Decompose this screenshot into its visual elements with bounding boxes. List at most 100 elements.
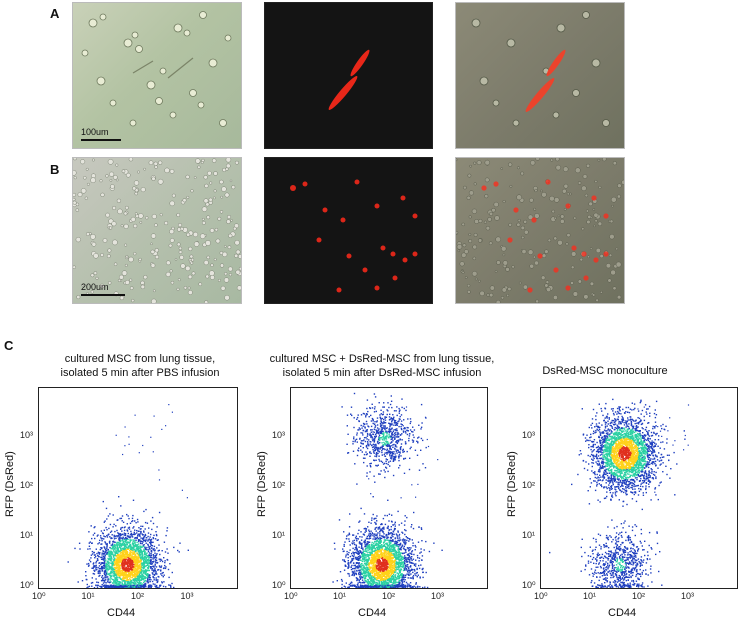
scatter-point: [132, 550, 134, 552]
scatter-point: [148, 547, 151, 549]
scatter-point: [155, 573, 157, 575]
cell: [456, 231, 459, 235]
scatter-point: [111, 585, 113, 588]
scatter-point: [109, 551, 111, 553]
scatter-point: [410, 558, 412, 560]
scatter-point: [149, 559, 151, 562]
scatter-point: [374, 549, 376, 551]
scatter-point: [401, 545, 403, 548]
scatter-point: [104, 571, 106, 573]
scatter-point: [385, 543, 387, 545]
scatter-point: [109, 572, 112, 574]
scatter-point: [93, 562, 95, 564]
scatter-point: [382, 580, 384, 582]
scatter-point: [398, 535, 400, 537]
cell: [207, 170, 212, 176]
scatter-point: [352, 568, 354, 570]
scatter-point: [161, 550, 163, 552]
scatter-point: [393, 564, 396, 566]
scatter-point: [358, 559, 360, 561]
flow-plot-1-points: [67, 404, 189, 588]
scatter-point: [154, 555, 157, 558]
fluorescent-cell: [507, 237, 513, 243]
scatter-point: [125, 554, 127, 556]
scatter-point: [118, 584, 120, 587]
scatter-point: [110, 556, 113, 558]
scatter-point: [409, 560, 411, 562]
cell: [227, 266, 233, 272]
scatter-point: [155, 554, 158, 556]
scatter-point: [390, 577, 392, 580]
scatter-point: [101, 540, 103, 542]
scatter-point: [134, 560, 137, 562]
scatter-point: [157, 579, 159, 581]
scatter-point: [108, 541, 111, 543]
scatter-point: [363, 513, 366, 515]
scatter-point: [131, 533, 133, 536]
cell: [551, 209, 555, 214]
scatter-point: [123, 554, 125, 556]
scatter-point: [144, 535, 146, 537]
scatter-point: [130, 546, 133, 548]
scatter-point: [154, 563, 156, 565]
scatter-point: [394, 582, 396, 584]
scatter-point: [367, 551, 369, 553]
scatter-point: [366, 560, 368, 562]
scatter-point: [95, 566, 98, 568]
scatter-point: [89, 548, 91, 550]
scatter-point: [379, 579, 382, 581]
scatter-point: [102, 558, 105, 560]
scatter-point: [93, 570, 96, 572]
scatter-point: [390, 554, 392, 556]
scatter-point: [392, 554, 394, 556]
scatter-point: [130, 544, 132, 546]
scatter-point: [146, 537, 148, 539]
scatter-point: [125, 561, 127, 563]
scatter-point: [122, 577, 124, 579]
scatter-point: [128, 559, 130, 561]
scatter-point: [389, 577, 391, 580]
cell: [589, 247, 593, 250]
scatter-point: [105, 572, 107, 575]
scatter-point: [149, 574, 151, 576]
scatter-point: [377, 546, 380, 548]
scatter-point: [397, 564, 400, 566]
scatter-point: [395, 545, 397, 547]
cell: [112, 205, 117, 211]
scatter-point: [114, 535, 116, 538]
scatter-point: [130, 566, 132, 569]
scatter-point: [121, 555, 124, 557]
scatter-point: [110, 530, 113, 532]
scatter-point: [139, 572, 141, 574]
scatter-point: [119, 546, 121, 548]
scatter-point: [381, 561, 384, 564]
scatter-point: [104, 560, 107, 562]
scatter-point: [108, 552, 110, 554]
panel-label-b: B: [50, 162, 60, 177]
scatter-point: [117, 556, 119, 558]
scatter-point: [400, 566, 402, 568]
scatter-point: [370, 548, 373, 551]
scatter-point: [123, 548, 125, 551]
cell: [605, 263, 611, 269]
scatter-point: [414, 549, 416, 551]
scatter-point: [348, 566, 350, 568]
scale-bar-b-label: 200um: [81, 282, 109, 292]
scatter-point: [398, 544, 401, 546]
cell: [463, 249, 469, 254]
scatter-point: [135, 573, 137, 575]
scatter-point: [119, 575, 122, 577]
scatter-point: [155, 559, 158, 562]
scatter-point: [390, 537, 392, 539]
scatter-point: [88, 531, 90, 533]
scatter-point: [406, 571, 409, 573]
scatter-point: [141, 542, 143, 545]
scatter-point: [379, 571, 381, 573]
cell: [124, 263, 128, 267]
scatter-point: [168, 584, 170, 586]
scatter-point: [361, 567, 363, 569]
scatter-point: [370, 551, 372, 553]
scatter-point: [115, 571, 118, 573]
scatter-point: [124, 565, 126, 567]
cell: [213, 171, 218, 176]
